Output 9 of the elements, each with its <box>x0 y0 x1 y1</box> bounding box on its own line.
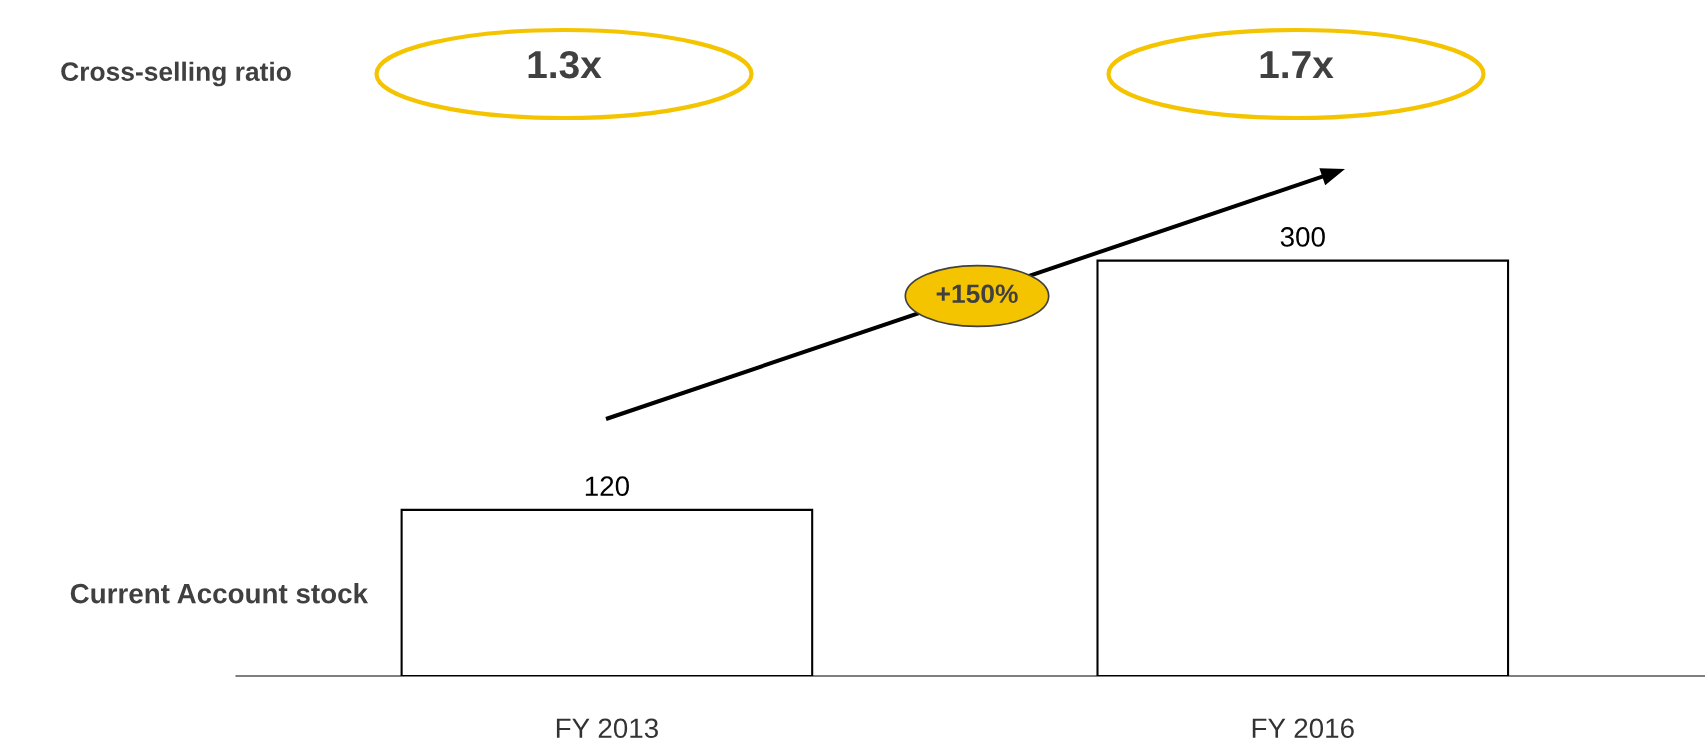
x-tick-label: FY 2013 <box>556 718 658 739</box>
x-tick-label: FY 2016 <box>1252 718 1354 739</box>
annotation: +150% <box>936 284 1018 304</box>
text: Cross-selling ratio <box>61 61 291 87</box>
data-label: 120 <box>585 476 629 497</box>
y-axis-title: Current Account stock <box>70 583 369 604</box>
text: 1.7x <box>1260 51 1334 79</box>
data-label: 300 <box>1280 227 1325 247</box>
text: 1.3x <box>528 50 602 79</box>
